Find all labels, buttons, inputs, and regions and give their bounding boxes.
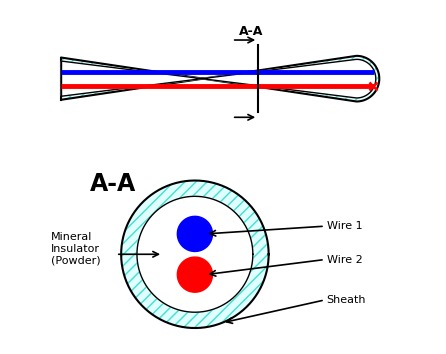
Text: A-A: A-A (90, 172, 136, 196)
Text: Mineral
Insulator
(Powder): Mineral Insulator (Powder) (51, 232, 100, 266)
Polygon shape (62, 56, 379, 102)
Text: A-A: A-A (239, 25, 263, 38)
Polygon shape (178, 257, 212, 292)
Polygon shape (178, 216, 212, 251)
Polygon shape (121, 181, 268, 328)
Text: Wire 2: Wire 2 (326, 255, 362, 264)
Polygon shape (137, 196, 253, 312)
Text: Wire 1: Wire 1 (326, 221, 362, 231)
Text: Sheath: Sheath (326, 295, 366, 305)
Polygon shape (62, 59, 376, 98)
